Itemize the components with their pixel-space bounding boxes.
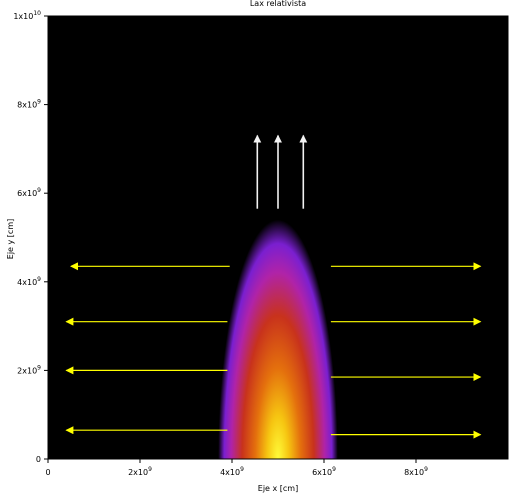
y-tick-label-3: 6x109 bbox=[17, 187, 41, 198]
x-tick-label-1: 2x109 bbox=[128, 466, 152, 477]
y-tick-label-0: 0 bbox=[36, 455, 41, 464]
x-axis-ticks: 0 2x109 4x109 6x109 8x109 bbox=[45, 459, 428, 477]
y-tick-label-4: 8x109 bbox=[17, 99, 41, 110]
x-tick-label-0: 0 bbox=[45, 468, 50, 477]
y-axis-ticks: 0 2x109 4x109 6x109 8x109 1x1010 bbox=[13, 10, 48, 464]
y-tick-label-5: 1x1010 bbox=[13, 10, 41, 21]
y-axis-label: Eje y [cm] bbox=[6, 219, 15, 259]
x-axis-label: Eje x [cm] bbox=[258, 484, 298, 493]
chart-title: Lax relativista bbox=[250, 0, 306, 8]
x-tick-label-4: 8x109 bbox=[404, 466, 428, 477]
x-tick-label-2: 4x109 bbox=[220, 466, 244, 477]
y-tick-label-2: 4x109 bbox=[17, 276, 41, 287]
y-tick-label-1: 2x109 bbox=[17, 364, 41, 375]
jet-plume bbox=[218, 220, 338, 459]
x-tick-label-3: 6x109 bbox=[312, 466, 336, 477]
